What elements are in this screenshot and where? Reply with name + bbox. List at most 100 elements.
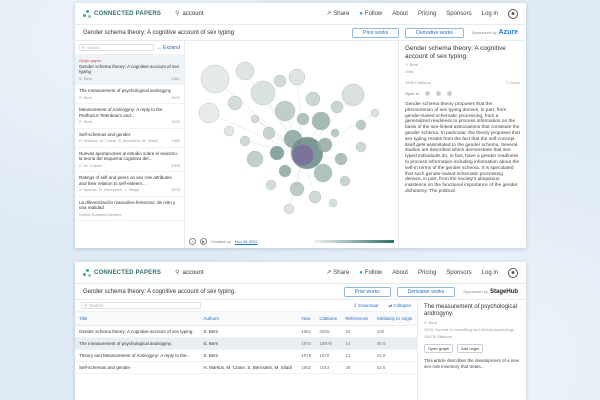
nav-pricing[interactable]: Pricing bbox=[417, 269, 437, 276]
graph-node[interactable] bbox=[355, 119, 367, 131]
nav-login[interactable]: Log in bbox=[481, 10, 498, 17]
collapse-button[interactable]: ⇄ Collapse bbox=[388, 302, 411, 308]
download-button[interactable]: ↧ Download bbox=[353, 302, 379, 308]
add-origin-button[interactable]: Add origin bbox=[457, 344, 484, 353]
graph-node[interactable] bbox=[370, 108, 380, 118]
list-item[interactable]: Nuevas aportaciones al estudio sobre el … bbox=[75, 148, 184, 172]
nav-sponsors[interactable]: Sponsors bbox=[446, 10, 472, 17]
graph-node[interactable] bbox=[308, 190, 322, 204]
list-item[interactable]: Origin paper Gender schema theory: A cogn… bbox=[75, 55, 184, 85]
table-row[interactable]: Theory and Measurement of Androgyny: A r… bbox=[75, 349, 417, 362]
graph-node[interactable] bbox=[200, 64, 230, 94]
source-icon[interactable] bbox=[425, 91, 431, 96]
nav-links: ↗ Share ● Follow About Pricing Sponsors Lo… bbox=[326, 267, 518, 278]
graph-canvas[interactable] bbox=[185, 41, 397, 248]
detail-author[interactable]: S. Bem bbox=[424, 320, 438, 325]
graph-node[interactable] bbox=[334, 152, 348, 166]
graph-node[interactable] bbox=[289, 181, 305, 197]
brand-logo[interactable]: CONNECTED PAPERS bbox=[83, 268, 162, 277]
source-icon[interactable] bbox=[447, 91, 453, 96]
expand-button[interactable]: ↔ Expand bbox=[156, 44, 180, 51]
derivative-works-button[interactable]: Derivative works bbox=[405, 27, 464, 38]
column-header[interactable]: Year bbox=[297, 312, 316, 326]
nav-pricing[interactable]: Pricing bbox=[417, 10, 437, 17]
graph-node[interactable] bbox=[339, 175, 351, 187]
table-search-field[interactable]: ⚲ Search bbox=[81, 302, 201, 309]
graph-node[interactable] bbox=[262, 126, 276, 140]
graph-node[interactable] bbox=[273, 74, 287, 88]
list-item[interactable]: The measurement of psychological androgy… bbox=[75, 85, 184, 104]
graph-node[interactable] bbox=[265, 179, 277, 191]
list-item[interactable]: Measurement of Androgyny: A reply to the… bbox=[75, 104, 184, 129]
graph-node[interactable] bbox=[317, 137, 333, 153]
prior-works-button[interactable]: Prior works bbox=[352, 27, 400, 38]
graph-node[interactable] bbox=[223, 125, 235, 137]
graph-node[interactable] bbox=[250, 80, 276, 106]
graph-node[interactable] bbox=[291, 143, 315, 167]
nav-about[interactable]: About bbox=[392, 10, 408, 17]
graph-node[interactable] bbox=[330, 100, 344, 114]
detail-author[interactable]: S. Bem bbox=[405, 62, 419, 67]
graph-node[interactable] bbox=[278, 164, 292, 178]
graph-node[interactable] bbox=[246, 150, 264, 168]
table-row[interactable]: The measurement of psychological androgy… bbox=[75, 337, 417, 350]
source-icon[interactable] bbox=[436, 91, 442, 96]
search-input[interactable] bbox=[182, 269, 303, 276]
nav-sponsors[interactable]: Sponsors bbox=[446, 269, 472, 276]
graph-node[interactable] bbox=[269, 145, 285, 161]
search-bar[interactable]: ⚲ bbox=[175, 269, 326, 276]
graph-node[interactable] bbox=[311, 111, 331, 131]
graph-node[interactable] bbox=[296, 112, 310, 126]
prior-works-button[interactable]: Prior works bbox=[343, 286, 391, 297]
search-input[interactable] bbox=[182, 10, 303, 17]
graph-node[interactable] bbox=[239, 135, 251, 147]
graph-node[interactable] bbox=[274, 100, 296, 122]
graph-node[interactable] bbox=[328, 198, 338, 208]
list-item[interactable]: La diferenciación masculino-femenino: de… bbox=[75, 197, 184, 221]
column-header[interactable]: Similarity to origin bbox=[372, 312, 417, 326]
nav-about[interactable]: About bbox=[392, 269, 408, 276]
column-header[interactable]: Title bbox=[75, 312, 200, 326]
graph-node[interactable] bbox=[288, 68, 306, 86]
graph-node[interactable] bbox=[341, 83, 365, 107]
graph-node[interactable] bbox=[198, 102, 220, 124]
brand-name: CONNECTED PAPERS bbox=[94, 269, 162, 276]
graph-node[interactable] bbox=[313, 163, 333, 183]
column-header[interactable]: Authors bbox=[199, 312, 298, 326]
nav-share[interactable]: ↗ Share bbox=[326, 269, 350, 277]
graph-node[interactable] bbox=[330, 128, 340, 138]
cell-references: 34 bbox=[341, 325, 373, 338]
list-search-field[interactable]: ⚲ Search bbox=[79, 44, 154, 51]
graph-node[interactable] bbox=[355, 141, 367, 153]
column-header[interactable]: Citations bbox=[315, 312, 342, 326]
nav-login[interactable]: Log in bbox=[481, 269, 498, 276]
citation-graph[interactable]: i ▶ Created on Nov 06 2022 bbox=[185, 41, 398, 248]
cell-references: 29 bbox=[341, 361, 373, 374]
nav-share[interactable]: ↗ Share bbox=[326, 10, 350, 18]
open-graph-button[interactable]: Open graph bbox=[424, 344, 454, 353]
graph-node[interactable] bbox=[305, 91, 321, 107]
derivative-works-button[interactable]: Derivative works bbox=[396, 286, 456, 297]
list-item[interactable]: Ratings of self and peers on sex role at… bbox=[75, 172, 184, 197]
graph-node[interactable] bbox=[283, 203, 295, 215]
nav-follow[interactable]: ● Follow bbox=[359, 269, 383, 276]
graph-view-screenshot: CONNECTED PAPERS ⚲ ↗Share ●Follow About … bbox=[75, 3, 526, 248]
brand-logo[interactable]: CONNECTED PAPERS bbox=[83, 9, 161, 18]
column-header[interactable]: References bbox=[341, 312, 373, 326]
graph-node[interactable] bbox=[250, 114, 260, 124]
graph-node[interactable] bbox=[235, 61, 255, 81]
sponsor-block[interactable]: Sponsored by Azure bbox=[472, 29, 518, 36]
user-icon[interactable]: ☻ bbox=[508, 8, 518, 19]
save-button[interactable]: ☐ Save bbox=[506, 80, 520, 85]
sponsor-block[interactable]: Sponsored by StageHub bbox=[463, 289, 518, 295]
nav-follow[interactable]: ● Follow bbox=[359, 10, 383, 17]
list-item[interactable]: Self-schemas and gender H. Markus, M. Cra… bbox=[75, 129, 184, 148]
created-on-date[interactable]: Nov 06 2022 bbox=[234, 238, 258, 244]
search-bar[interactable]: ⚲ bbox=[175, 10, 326, 17]
table-row[interactable]: Self-schemas and gender H. Markus, M. Cra… bbox=[75, 361, 417, 374]
table-row[interactable]: Gender schema theory: A cognitive accoun… bbox=[75, 325, 417, 338]
play-icon[interactable]: ▶ bbox=[200, 237, 207, 245]
user-icon[interactable]: ☻ bbox=[508, 267, 518, 278]
graph-node[interactable] bbox=[227, 95, 243, 111]
info-icon[interactable]: i bbox=[189, 237, 196, 245]
